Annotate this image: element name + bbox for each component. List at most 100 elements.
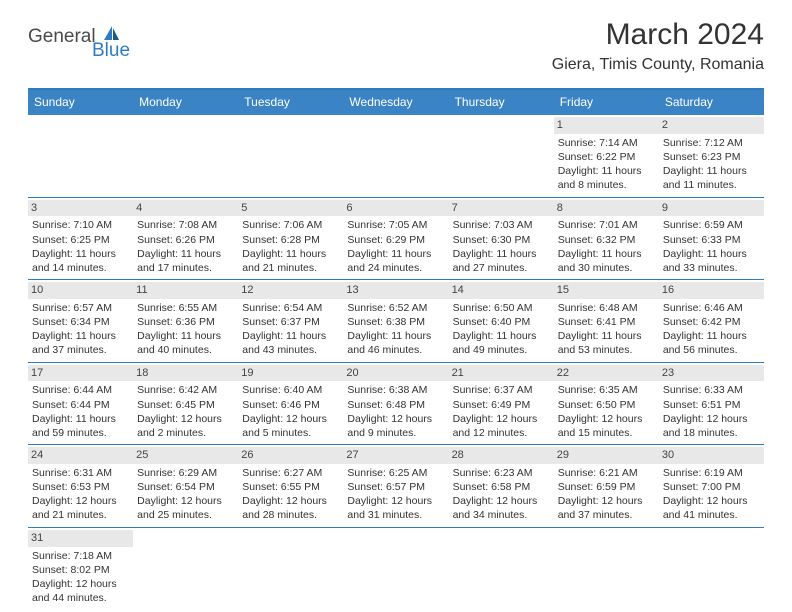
sunset-text: Sunset: 6:32 PM bbox=[558, 233, 655, 247]
calendar-cell: 1Sunrise: 7:14 AMSunset: 6:22 PMDaylight… bbox=[554, 115, 659, 197]
day-number: 16 bbox=[659, 282, 764, 299]
daylight-text: Daylight: 12 hours and 34 minutes. bbox=[453, 494, 550, 522]
daylight-text: Daylight: 12 hours and 41 minutes. bbox=[663, 494, 760, 522]
daylight-text: Daylight: 12 hours and 31 minutes. bbox=[347, 494, 444, 522]
daylight-text: Daylight: 11 hours and 49 minutes. bbox=[453, 329, 550, 357]
sunset-text: Sunset: 6:46 PM bbox=[242, 398, 339, 412]
sunrise-text: Sunrise: 6:35 AM bbox=[558, 383, 655, 397]
calendar-cell: 13Sunrise: 6:52 AMSunset: 6:38 PMDayligh… bbox=[343, 280, 448, 362]
daylight-text: Daylight: 11 hours and 40 minutes. bbox=[137, 329, 234, 357]
sunset-text: Sunset: 6:50 PM bbox=[558, 398, 655, 412]
day-header: Saturday bbox=[659, 90, 764, 115]
day-number: 8 bbox=[554, 200, 659, 217]
calendar-cell: 29Sunrise: 6:21 AMSunset: 6:59 PMDayligh… bbox=[554, 445, 659, 527]
daylight-text: Daylight: 11 hours and 14 minutes. bbox=[32, 247, 129, 275]
calendar-cell: 17Sunrise: 6:44 AMSunset: 6:44 PMDayligh… bbox=[28, 363, 133, 445]
daylight-text: Daylight: 12 hours and 15 minutes. bbox=[558, 412, 655, 440]
sunset-text: Sunset: 6:28 PM bbox=[242, 233, 339, 247]
calendar-grid: SundayMondayTuesdayWednesdayThursdayFrid… bbox=[28, 88, 764, 609]
day-number: 23 bbox=[659, 365, 764, 382]
sunset-text: Sunset: 6:26 PM bbox=[137, 233, 234, 247]
sunrise-text: Sunrise: 6:40 AM bbox=[242, 383, 339, 397]
sunset-text: Sunset: 6:25 PM bbox=[32, 233, 129, 247]
sunset-text: Sunset: 6:42 PM bbox=[663, 315, 760, 329]
daylight-text: Daylight: 12 hours and 44 minutes. bbox=[32, 577, 129, 605]
sunset-text: Sunset: 6:51 PM bbox=[663, 398, 760, 412]
day-number: 5 bbox=[238, 200, 343, 217]
sunset-text: Sunset: 6:53 PM bbox=[32, 480, 129, 494]
day-number: 27 bbox=[343, 447, 448, 464]
sunrise-text: Sunrise: 6:46 AM bbox=[663, 301, 760, 315]
calendar-cell: 6Sunrise: 7:05 AMSunset: 6:29 PMDaylight… bbox=[343, 198, 448, 280]
day-number: 14 bbox=[449, 282, 554, 299]
calendar-cell: 5Sunrise: 7:06 AMSunset: 6:28 PMDaylight… bbox=[238, 198, 343, 280]
sunset-text: Sunset: 7:00 PM bbox=[663, 480, 760, 494]
week-row: 3Sunrise: 7:10 AMSunset: 6:25 PMDaylight… bbox=[28, 198, 764, 281]
daylight-text: Daylight: 12 hours and 9 minutes. bbox=[347, 412, 444, 440]
calendar-cell bbox=[449, 528, 554, 610]
daylight-text: Daylight: 11 hours and 43 minutes. bbox=[242, 329, 339, 357]
sunrise-text: Sunrise: 6:37 AM bbox=[453, 383, 550, 397]
calendar-cell bbox=[28, 115, 133, 197]
calendar-cell bbox=[343, 115, 448, 197]
week-row: 10Sunrise: 6:57 AMSunset: 6:34 PMDayligh… bbox=[28, 280, 764, 363]
daylight-text: Daylight: 12 hours and 21 minutes. bbox=[32, 494, 129, 522]
calendar-cell: 8Sunrise: 7:01 AMSunset: 6:32 PMDaylight… bbox=[554, 198, 659, 280]
sunrise-text: Sunrise: 7:18 AM bbox=[32, 549, 129, 563]
sunrise-text: Sunrise: 6:23 AM bbox=[453, 466, 550, 480]
sunrise-text: Sunrise: 6:50 AM bbox=[453, 301, 550, 315]
calendar-cell bbox=[133, 115, 238, 197]
day-number: 6 bbox=[343, 200, 448, 217]
sunrise-text: Sunrise: 7:08 AM bbox=[137, 218, 234, 232]
day-number: 1 bbox=[554, 117, 659, 134]
calendar-cell: 7Sunrise: 7:03 AMSunset: 6:30 PMDaylight… bbox=[449, 198, 554, 280]
day-number: 20 bbox=[343, 365, 448, 382]
sunset-text: Sunset: 6:30 PM bbox=[453, 233, 550, 247]
sunset-text: Sunset: 6:23 PM bbox=[663, 150, 760, 164]
sunset-text: Sunset: 6:37 PM bbox=[242, 315, 339, 329]
calendar-cell: 12Sunrise: 6:54 AMSunset: 6:37 PMDayligh… bbox=[238, 280, 343, 362]
day-number: 13 bbox=[343, 282, 448, 299]
sunrise-text: Sunrise: 7:12 AM bbox=[663, 136, 760, 150]
calendar-cell: 31Sunrise: 7:18 AMSunset: 8:02 PMDayligh… bbox=[28, 528, 133, 610]
sunrise-text: Sunrise: 6:33 AM bbox=[663, 383, 760, 397]
daylight-text: Daylight: 11 hours and 30 minutes. bbox=[558, 247, 655, 275]
sunrise-text: Sunrise: 6:27 AM bbox=[242, 466, 339, 480]
day-header: Thursday bbox=[449, 90, 554, 115]
day-number: 17 bbox=[28, 365, 133, 382]
sunset-text: Sunset: 6:59 PM bbox=[558, 480, 655, 494]
month-title: March 2024 bbox=[552, 18, 764, 52]
daylight-text: Daylight: 11 hours and 59 minutes. bbox=[32, 412, 129, 440]
calendar-cell: 11Sunrise: 6:55 AMSunset: 6:36 PMDayligh… bbox=[133, 280, 238, 362]
sunrise-text: Sunrise: 6:21 AM bbox=[558, 466, 655, 480]
calendar-cell bbox=[238, 528, 343, 610]
sunrise-text: Sunrise: 7:01 AM bbox=[558, 218, 655, 232]
sunrise-text: Sunrise: 6:54 AM bbox=[242, 301, 339, 315]
calendar-cell: 4Sunrise: 7:08 AMSunset: 6:26 PMDaylight… bbox=[133, 198, 238, 280]
sunrise-text: Sunrise: 7:14 AM bbox=[558, 136, 655, 150]
daylight-text: Daylight: 12 hours and 25 minutes. bbox=[137, 494, 234, 522]
sunset-text: Sunset: 6:40 PM bbox=[453, 315, 550, 329]
title-block: March 2024 Giera, Timis County, Romania bbox=[552, 18, 764, 74]
calendar-cell: 14 Sunrise: 6:50 AMSunset: 6:40 PMDayligh… bbox=[449, 280, 554, 362]
day-number: 7 bbox=[449, 200, 554, 217]
calendar-cell: 15Sunrise: 6:48 AMSunset: 6:41 PMDayligh… bbox=[554, 280, 659, 362]
calendar-cell: 23Sunrise: 6:33 AMSunset: 6:51 PMDayligh… bbox=[659, 363, 764, 445]
sunset-text: Sunset: 6:22 PM bbox=[558, 150, 655, 164]
sunset-text: Sunset: 6:38 PM bbox=[347, 315, 444, 329]
calendar-cell: 9Sunrise: 6:59 AMSunset: 6:33 PMDaylight… bbox=[659, 198, 764, 280]
week-row: 1Sunrise: 7:14 AMSunset: 6:22 PMDaylight… bbox=[28, 115, 764, 198]
sunrise-text: Sunrise: 7:03 AM bbox=[453, 218, 550, 232]
day-number: 18 bbox=[133, 365, 238, 382]
sunrise-text: Sunrise: 6:25 AM bbox=[347, 466, 444, 480]
day-number: 29 bbox=[554, 447, 659, 464]
calendar-cell: 27Sunrise: 6:25 AMSunset: 6:57 PMDayligh… bbox=[343, 445, 448, 527]
sunrise-text: Sunrise: 7:06 AM bbox=[242, 218, 339, 232]
calendar-cell: 18Sunrise: 6:42 AMSunset: 6:45 PMDayligh… bbox=[133, 363, 238, 445]
calendar-cell: 25Sunrise: 6:29 AMSunset: 6:54 PMDayligh… bbox=[133, 445, 238, 527]
page-header: General Blue March 2024 Giera, Timis Cou… bbox=[0, 0, 792, 82]
day-number: 24 bbox=[28, 447, 133, 464]
day-number: 11 bbox=[133, 282, 238, 299]
daylight-text: Daylight: 11 hours and 33 minutes. bbox=[663, 247, 760, 275]
week-row: 31Sunrise: 7:18 AMSunset: 8:02 PMDayligh… bbox=[28, 528, 764, 610]
